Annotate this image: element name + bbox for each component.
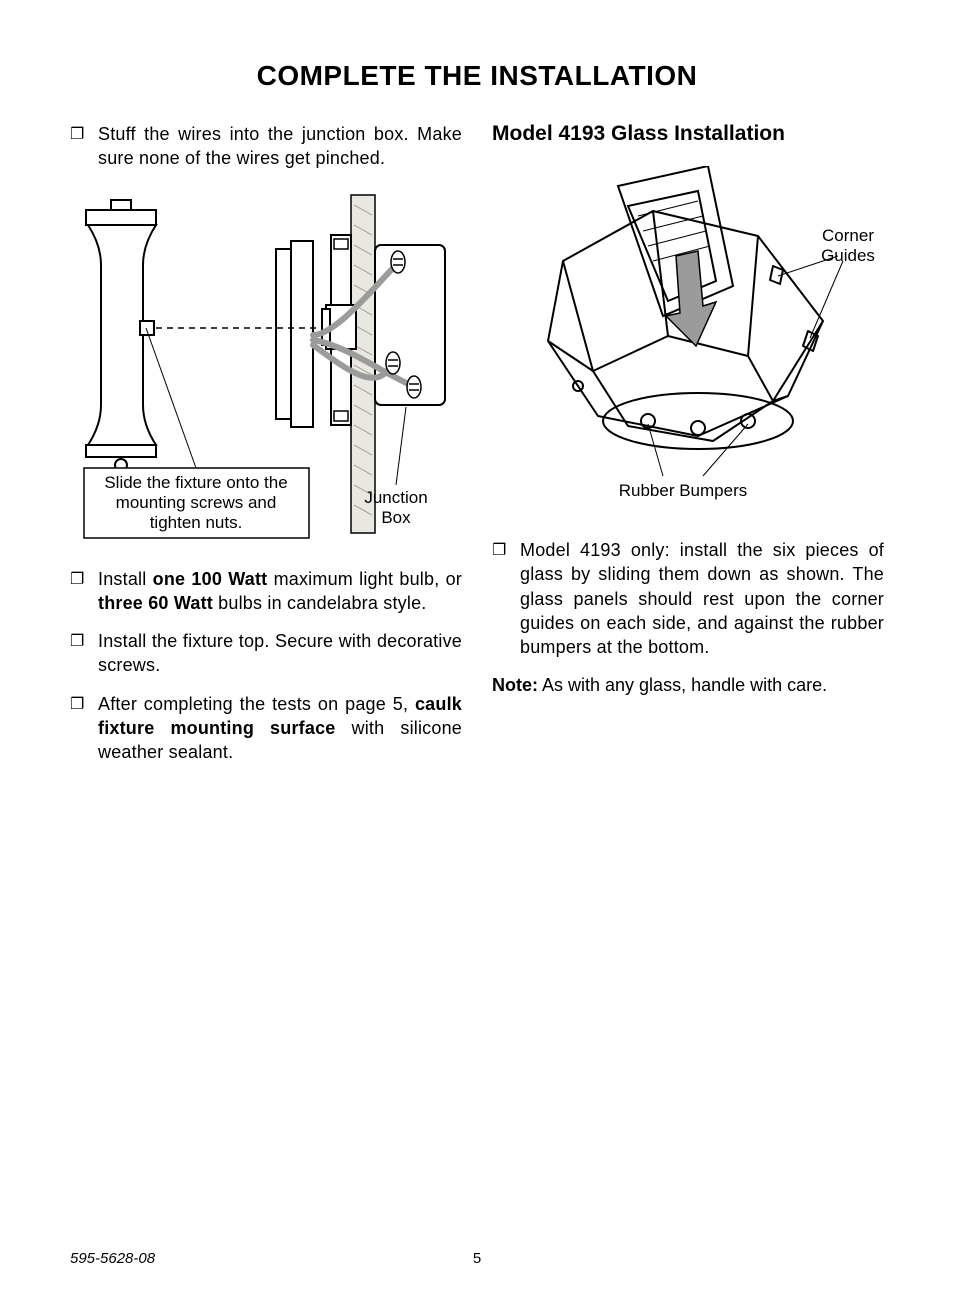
footer-doc-number: 595-5628-08	[70, 1250, 155, 1267]
junction-box-svg: Slide the fixture onto the mounting scre…	[76, 185, 456, 545]
step-list-left-2: Install one 100 Watt maximum light bulb,…	[70, 567, 462, 765]
step-caulk: After completing the tests on page 5, ca…	[70, 692, 462, 765]
right-column: Model 4193 Glass Installation	[492, 122, 884, 779]
step-stuff-wires: Stuff the wires into the junction box. M…	[70, 122, 462, 171]
page-title: COMPLETE THE INSTALLATION	[70, 60, 884, 92]
t3: bulbs in candelabra style.	[213, 593, 427, 613]
glass-install-svg: Corner Guides Rubber Bumpers	[498, 166, 878, 516]
slide-caption-l3: tighten nuts.	[150, 513, 243, 532]
t-b2: three 60 Watt	[98, 593, 213, 613]
t: Install	[98, 569, 153, 589]
content-columns: Stuff the wires into the junction box. M…	[70, 122, 884, 779]
slide-caption-l1: Slide the fixture onto the	[104, 473, 287, 492]
footer-page-number: 5	[473, 1250, 481, 1267]
glass-note: Note: As with any glass, handle with car…	[492, 673, 884, 697]
step-list-right: Model 4193 only: install the six pieces …	[492, 538, 884, 659]
figure-glass-install: Corner Guides Rubber Bumpers	[492, 166, 884, 516]
step-install-glass: Model 4193 only: install the six pieces …	[492, 538, 884, 659]
step-list-left-1: Stuff the wires into the junction box. M…	[70, 122, 462, 171]
left-column: Stuff the wires into the junction box. M…	[70, 122, 462, 779]
t: After completing the tests on page 5,	[98, 694, 415, 714]
rubber-bumpers-label: Rubber Bumpers	[619, 481, 748, 500]
page-footer: 595-5628-08 5	[70, 1250, 884, 1267]
step-install-top: Install the fixture top. Secure with dec…	[70, 629, 462, 678]
glass-install-heading: Model 4193 Glass Installation	[492, 122, 884, 146]
note-b: Note:	[492, 675, 538, 695]
jbox-label-l2: Box	[381, 508, 411, 527]
jbox-label-l1: Junction	[364, 488, 427, 507]
figure-junction-box: Slide the fixture onto the mounting scre…	[70, 185, 462, 545]
t2: maximum light bulb, or	[267, 569, 462, 589]
page: COMPLETE THE INSTALLATION Stuff the wire…	[0, 0, 954, 1307]
note-t: As with any glass, handle with care.	[538, 675, 827, 695]
step-install-bulb: Install one 100 Watt maximum light bulb,…	[70, 567, 462, 616]
corner-guides-l2: Guides	[821, 246, 875, 265]
corner-guides-l1: Corner	[822, 226, 874, 245]
slide-caption-l2: mounting screws and	[116, 493, 277, 512]
t-b1: one 100 Watt	[153, 569, 268, 589]
